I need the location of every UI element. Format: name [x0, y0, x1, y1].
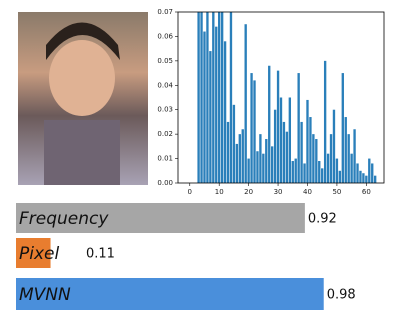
bar	[365, 175, 368, 183]
y-tick-label: 0.04	[157, 81, 173, 89]
category-label: MVNN	[19, 285, 71, 305]
bar	[362, 173, 365, 183]
bar	[297, 73, 300, 183]
bar	[300, 121, 303, 183]
bar	[232, 104, 236, 183]
bar	[197, 12, 200, 183]
bar	[215, 26, 218, 183]
bar	[373, 175, 377, 183]
bar	[291, 161, 294, 183]
bar	[371, 163, 374, 183]
bar	[309, 117, 312, 183]
bar	[276, 70, 280, 183]
bar	[241, 129, 244, 183]
bar	[318, 161, 321, 183]
bar	[253, 80, 256, 183]
bar	[353, 129, 356, 183]
bar	[203, 31, 206, 183]
bar	[16, 278, 324, 310]
x-tick-label: 0	[188, 188, 192, 196]
bar	[244, 24, 247, 183]
bar	[303, 163, 306, 183]
x-tick-label: 40	[303, 188, 312, 196]
bar	[341, 73, 344, 183]
bar	[247, 158, 250, 183]
bar	[321, 168, 324, 183]
bar	[259, 134, 262, 183]
y-tick-label: 0.02	[157, 130, 173, 138]
bar	[270, 146, 274, 183]
bar	[350, 153, 353, 183]
bar	[288, 97, 292, 183]
bar	[356, 163, 359, 183]
bar	[359, 170, 362, 183]
value-label: 0.92	[308, 212, 337, 227]
value-label: 0.98	[327, 288, 356, 303]
bar	[347, 134, 350, 183]
bar	[235, 143, 239, 183]
x-tick-label: 10	[215, 188, 224, 196]
bar	[265, 139, 268, 183]
category-label: Pixel	[19, 244, 59, 264]
bar	[323, 60, 327, 183]
photo	[18, 12, 148, 185]
bar	[368, 158, 371, 183]
bar	[218, 12, 221, 183]
bar	[200, 12, 203, 183]
bar	[268, 65, 271, 183]
bar	[312, 134, 315, 183]
bar	[279, 97, 283, 183]
bar	[315, 139, 318, 183]
value-label: 0.11	[86, 247, 115, 262]
y-tick-label: 0.03	[157, 106, 173, 114]
bar	[238, 134, 241, 183]
bar	[273, 109, 277, 183]
x-tick-label: 50	[332, 188, 341, 196]
bar	[256, 151, 259, 183]
bar	[209, 51, 212, 183]
bar	[220, 12, 224, 183]
bar	[16, 203, 305, 233]
bar	[226, 121, 230, 183]
plot-frame	[177, 11, 385, 184]
y-tick-label: 0.00	[157, 179, 173, 187]
x-tick-label: 60	[362, 188, 371, 196]
y-tick-label: 0.01	[157, 155, 173, 163]
x-tick-label: 30	[274, 188, 283, 196]
y-tick-label: 0.06	[157, 32, 173, 40]
bar	[229, 12, 233, 183]
bar	[285, 131, 289, 183]
x-tick-label: 20	[244, 188, 253, 196]
bar	[212, 12, 215, 183]
bar	[282, 121, 286, 183]
bar	[329, 134, 333, 183]
y-tick-label: 0.07	[157, 8, 173, 16]
bars	[197, 12, 377, 183]
bar	[250, 73, 253, 183]
category-label: Frequency	[19, 209, 109, 229]
bar	[262, 153, 265, 183]
bar	[223, 41, 227, 183]
bar	[206, 12, 209, 183]
bar	[294, 158, 297, 183]
bar	[338, 170, 342, 183]
y-tick-label: 0.05	[157, 57, 173, 65]
bar	[306, 99, 309, 183]
bar	[332, 109, 336, 183]
bar	[16, 238, 51, 268]
bar	[335, 158, 339, 183]
bar	[344, 117, 347, 183]
bar	[326, 153, 330, 183]
